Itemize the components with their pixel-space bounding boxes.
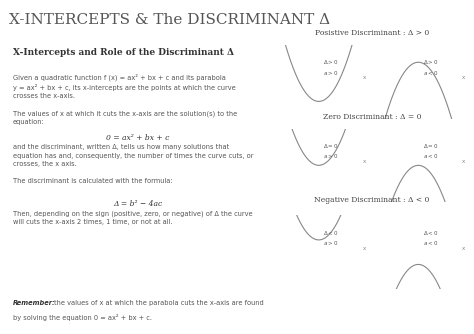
Text: 0 = ax² + bx + c: 0 = ax² + bx + c	[106, 134, 169, 142]
Text: $a > 0$: $a > 0$	[323, 152, 338, 160]
Text: and the discriminant, written Δ, tells us how many solutions that
equation has a: and the discriminant, written Δ, tells u…	[13, 144, 253, 184]
Text: $\Delta > 0$: $\Delta > 0$	[423, 58, 438, 66]
Text: x: x	[462, 246, 465, 251]
Text: $a < 0$: $a < 0$	[423, 68, 438, 76]
Text: $\Delta < 0$: $\Delta < 0$	[423, 229, 438, 237]
Text: x: x	[462, 75, 465, 80]
Text: by solving the equation 0 = ax² + bx + c.: by solving the equation 0 = ax² + bx + c…	[13, 314, 152, 321]
Text: X-INTERCEPTS & The DISCRIMINANT Δ: X-INTERCEPTS & The DISCRIMINANT Δ	[9, 13, 330, 27]
Text: $\Delta > 0$: $\Delta > 0$	[323, 58, 339, 66]
Text: Remember:: Remember:	[13, 300, 55, 306]
Text: x: x	[363, 75, 366, 80]
Text: $\Delta = 0$: $\Delta = 0$	[423, 142, 438, 150]
Text: X-Intercepts and Role of the Discriminant Δ: X-Intercepts and Role of the Discriminan…	[13, 48, 234, 57]
Text: Negative Discriminant : Δ < 0: Negative Discriminant : Δ < 0	[314, 196, 430, 204]
Text: $a < 0$: $a < 0$	[423, 239, 438, 247]
Text: $a < 0$: $a < 0$	[423, 152, 438, 160]
Text: $\Delta < 0$: $\Delta < 0$	[323, 229, 339, 237]
Text: Δ = b² − 4ac: Δ = b² − 4ac	[113, 200, 162, 208]
Text: x: x	[363, 159, 366, 164]
Text: Posistive Discriminant : Δ > 0: Posistive Discriminant : Δ > 0	[315, 29, 429, 37]
Text: $\Delta = 0$: $\Delta = 0$	[323, 142, 339, 150]
Text: x: x	[363, 246, 366, 251]
Text: $a > 0$: $a > 0$	[323, 239, 338, 247]
Text: Given a quadratic function f (x) = ax² + bx + c and its parabola
y = ax² + bx + : Given a quadratic function f (x) = ax² +…	[13, 73, 237, 125]
Text: Then, depending on the sign (positive, zero, or negative) of Δ the curve
will cu: Then, depending on the sign (positive, z…	[13, 210, 252, 225]
Text: x: x	[462, 159, 465, 164]
Text: Zero Discriminant : Δ = 0: Zero Discriminant : Δ = 0	[323, 113, 421, 121]
Text: the values of x at which the parabola cuts the x-axis are found: the values of x at which the parabola cu…	[54, 300, 264, 306]
Text: $a > 0$: $a > 0$	[323, 68, 338, 76]
